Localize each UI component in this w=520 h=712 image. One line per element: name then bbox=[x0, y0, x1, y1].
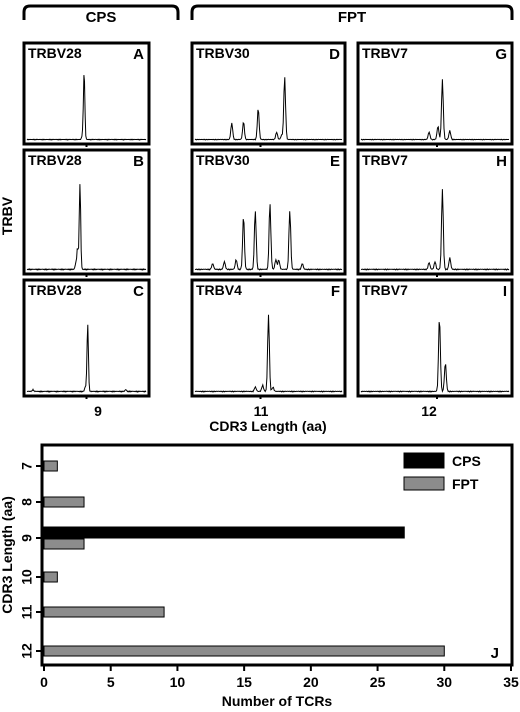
panel-letter-j: J bbox=[491, 645, 499, 662]
bar-fpt-8 bbox=[43, 496, 85, 508]
spectratype-trace-f bbox=[194, 314, 343, 393]
column-tick-label-3: 12 bbox=[421, 403, 437, 419]
panel-letter-d: D bbox=[329, 46, 340, 63]
bar-fpt-9 bbox=[43, 538, 85, 550]
spectratype-trace-i bbox=[360, 322, 510, 393]
panel-trbv-label-d: TRBV30 bbox=[196, 45, 250, 61]
y-tick-label-12: 12 bbox=[19, 643, 35, 659]
y-tick-label-8: 8 bbox=[19, 498, 35, 506]
panel-frame-i bbox=[356, 278, 514, 398]
spectratype-trace-d bbox=[194, 77, 343, 141]
cps-bracket bbox=[22, 4, 180, 20]
bar-fpt-11 bbox=[43, 606, 165, 618]
bar-fpt-10 bbox=[43, 571, 58, 583]
panel-letter-g: G bbox=[495, 46, 507, 63]
panel-letter-i: I bbox=[503, 283, 507, 300]
y-tick-label-10: 10 bbox=[19, 569, 35, 585]
x-tick-label-5: 5 bbox=[107, 674, 115, 690]
legend-swatch-cps bbox=[403, 452, 445, 469]
panel-letter-c: C bbox=[133, 283, 144, 300]
x-tick-label-35: 35 bbox=[503, 674, 519, 690]
panel-trbv-label-h: TRBV7 bbox=[362, 152, 408, 168]
bar-chart-frame bbox=[40, 443, 514, 667]
panel-trbv-label-g: TRBV7 bbox=[362, 45, 408, 61]
panel-letter-a: A bbox=[133, 46, 144, 63]
legend-label-fpt: FPT bbox=[452, 476, 479, 492]
panel-letter-f: F bbox=[331, 283, 340, 300]
spectratype-trace-g bbox=[360, 79, 510, 141]
y-tick-label-7: 7 bbox=[19, 462, 35, 470]
x-tick-label-10: 10 bbox=[170, 674, 186, 690]
x-tick-label-25: 25 bbox=[370, 674, 386, 690]
cps-group-label: CPS bbox=[86, 9, 117, 26]
panel-frame-a bbox=[22, 41, 151, 146]
y-tick-label-9: 9 bbox=[19, 534, 35, 542]
panel-trbv-label-a: TRBV28 bbox=[28, 45, 82, 61]
x-tick-label-15: 15 bbox=[236, 674, 252, 690]
cdr3-length-axis-title: CDR3 Length (aa) bbox=[209, 418, 326, 434]
panel-trbv-label-f: TRBV4 bbox=[196, 282, 242, 298]
x-tick-label-20: 20 bbox=[303, 674, 319, 690]
fpt-group-label: FPT bbox=[338, 9, 366, 26]
spectratype-trace-a bbox=[26, 75, 147, 141]
fpt-bracket bbox=[190, 4, 514, 20]
panel-frame-h bbox=[356, 148, 514, 276]
panel-trbv-label-b: TRBV28 bbox=[28, 152, 82, 168]
spectratype-panels: TRBV28 A TRBV28 B TRBV28 C TRBV30 D TRBV30 E TRBV4… bbox=[22, 41, 514, 399]
panel-trbv-label-c: TRBV28 bbox=[28, 282, 82, 298]
panel-letter-h: H bbox=[496, 153, 507, 170]
panel-frame-d bbox=[190, 41, 347, 146]
panel-trbv-label-i: TRBV7 bbox=[362, 282, 408, 298]
column-tick-label-2: 11 bbox=[254, 403, 269, 419]
panel-frame-g bbox=[356, 41, 514, 146]
panel-letter-e: E bbox=[330, 153, 340, 170]
column-tick-label-1: 9 bbox=[94, 403, 102, 419]
panel-letter-b: B bbox=[133, 153, 144, 170]
legend-label-cps: CPS bbox=[452, 453, 481, 469]
y-tick-label-11: 11 bbox=[19, 604, 35, 619]
panel-frame-f bbox=[190, 278, 347, 398]
panel-trbv-label-e: TRBV30 bbox=[196, 152, 250, 168]
bar-fpt-7 bbox=[43, 460, 58, 472]
legend-swatch-fpt bbox=[403, 476, 445, 491]
panel-frame-b bbox=[22, 148, 151, 276]
bar-chart-j: CDR3 Length (aa) Number of TCRs J CPS FP… bbox=[0, 443, 519, 709]
bar-chart-x-axis-title: Number of TCRs bbox=[222, 693, 333, 709]
spectratype-trace-b bbox=[26, 184, 147, 271]
spectratype-trace-h bbox=[361, 189, 510, 271]
x-tick-label-30: 30 bbox=[436, 674, 452, 690]
spectratype-trace-c bbox=[26, 324, 147, 393]
spectratype-trace-e bbox=[194, 204, 343, 271]
x-tick-label-0: 0 bbox=[40, 674, 48, 690]
bar-cps-9 bbox=[43, 526, 405, 539]
bar-fpt-12 bbox=[43, 645, 445, 657]
trbv-axis-label: TRBV bbox=[0, 196, 15, 235]
bar-chart-y-axis-title: CDR3 Length (aa) bbox=[0, 496, 15, 613]
